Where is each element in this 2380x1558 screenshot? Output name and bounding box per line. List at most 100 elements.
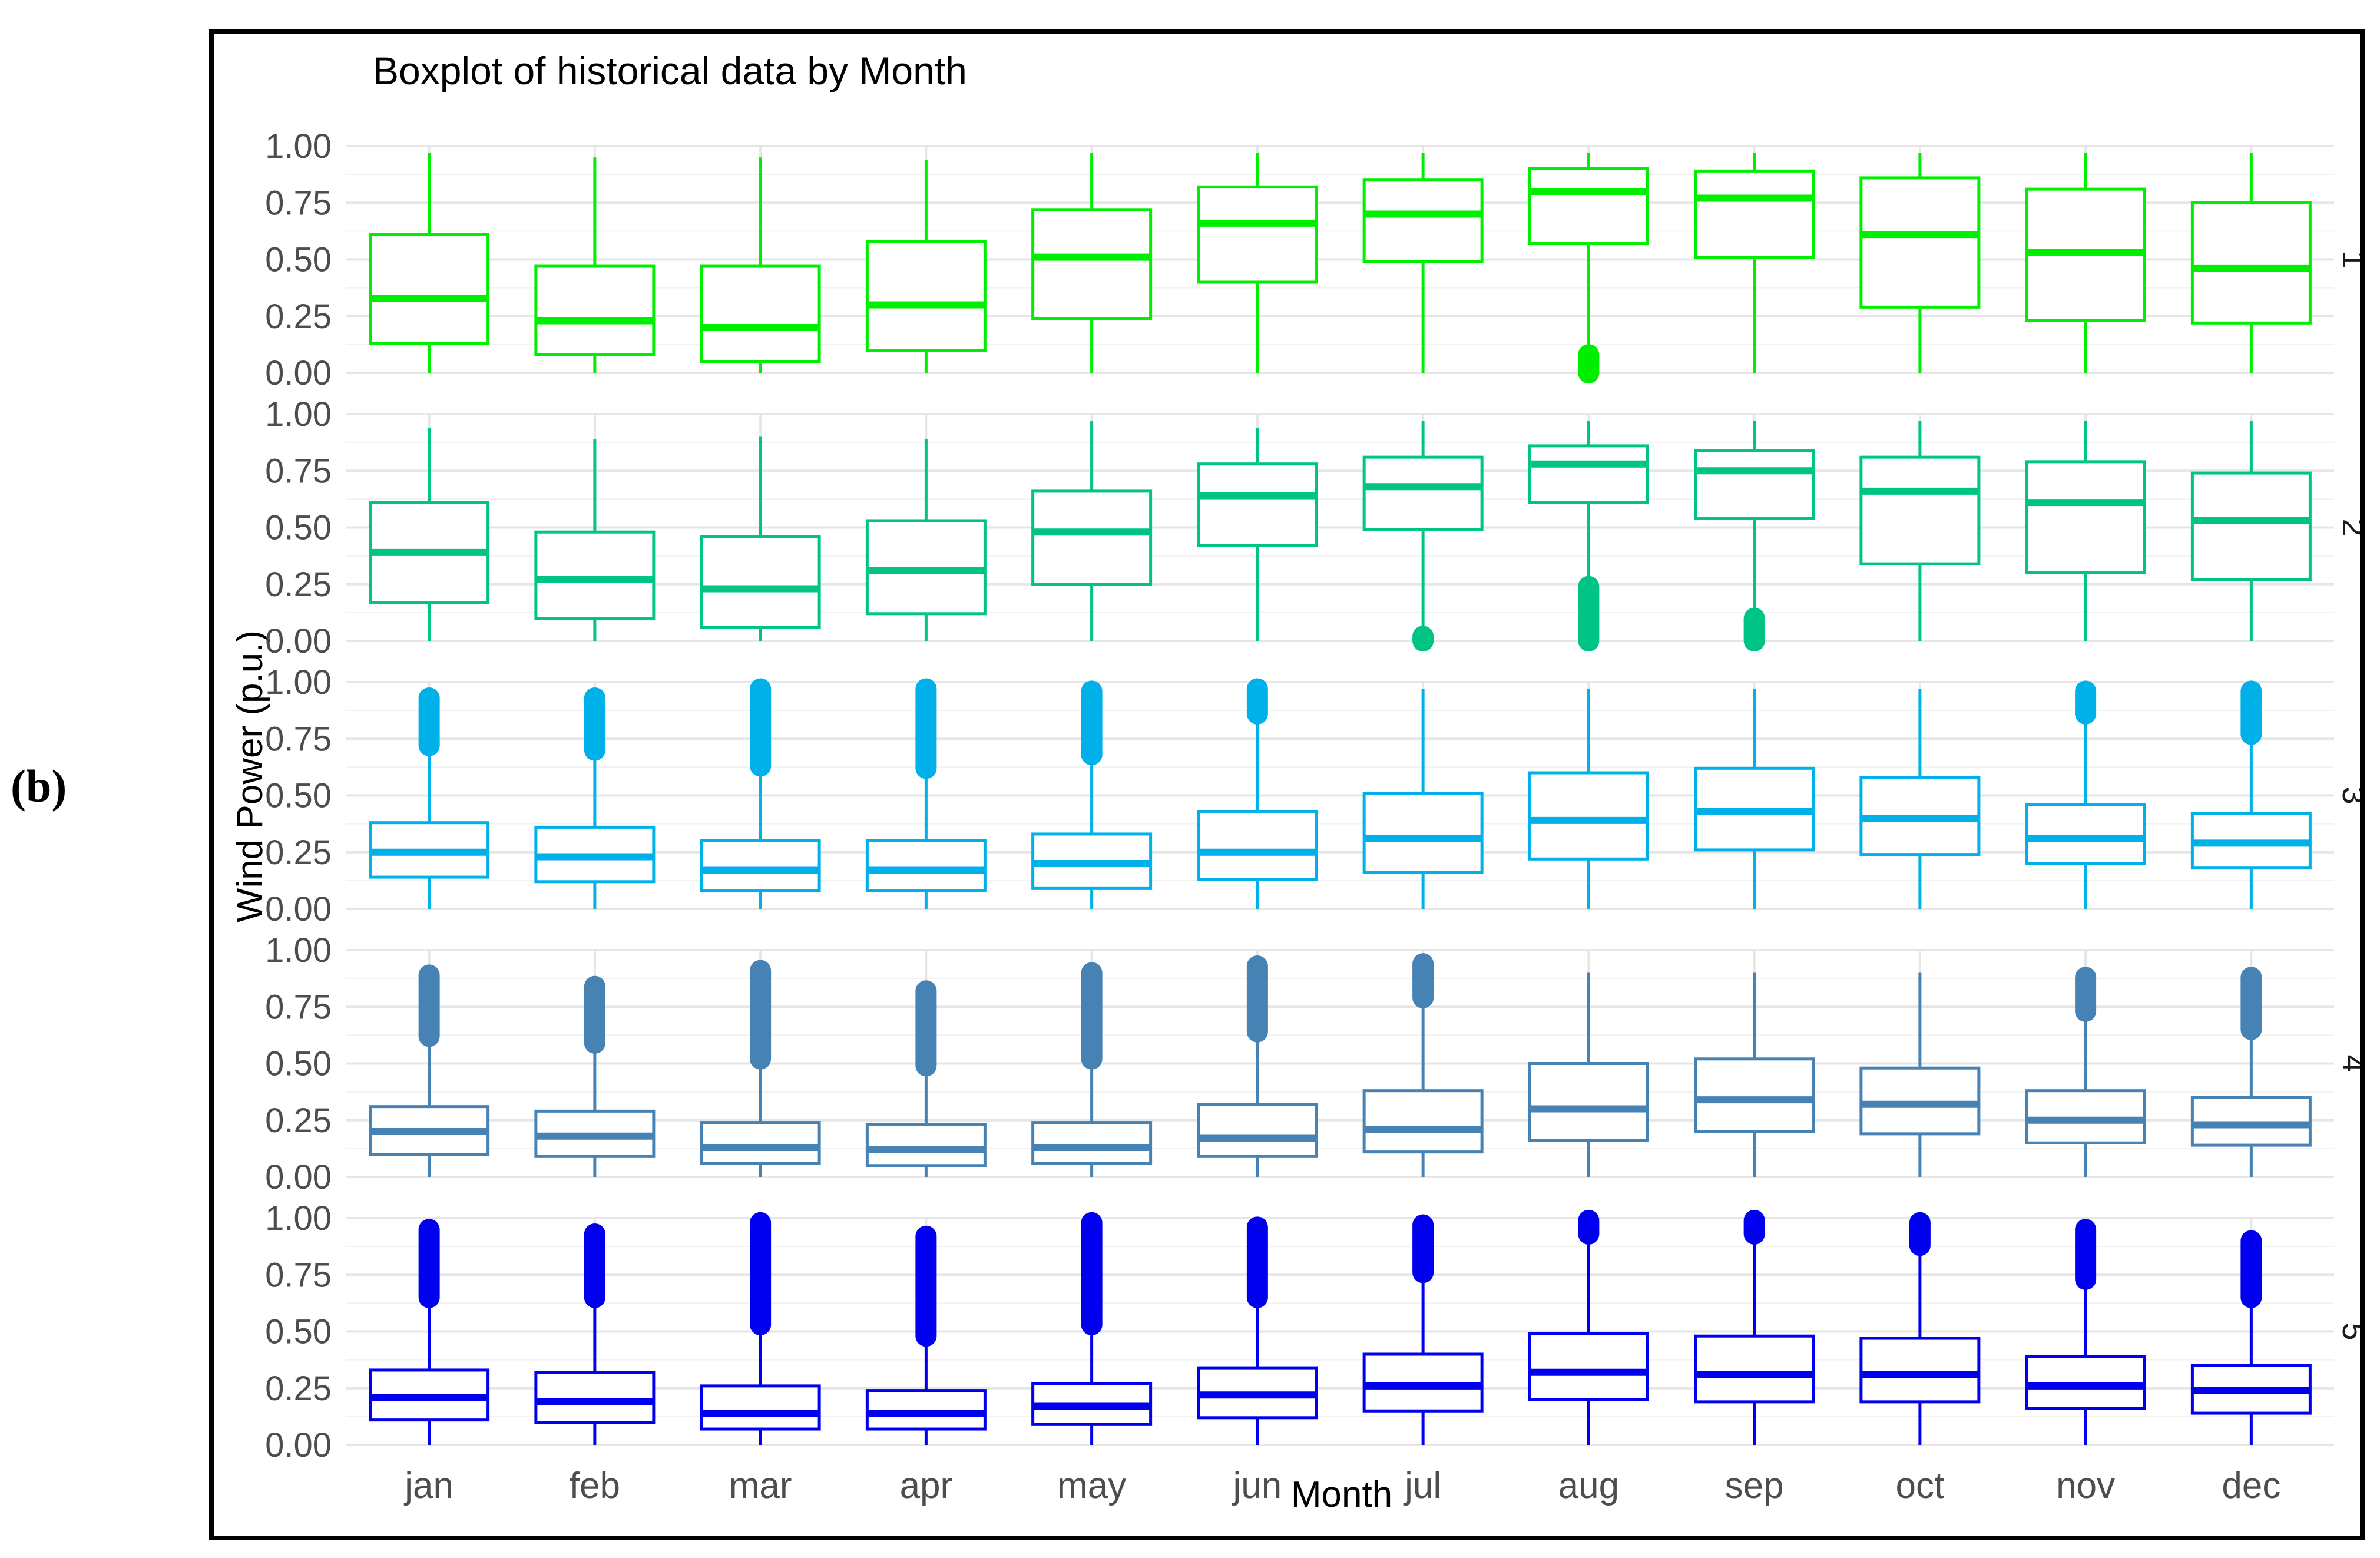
boxplot-box	[1528, 153, 1649, 383]
x-tick-label: aug	[1558, 1466, 1619, 1506]
box-iqr	[700, 1121, 821, 1165]
boxplot-box	[865, 1225, 987, 1445]
chart-title: Boxplot of historical data by Month	[373, 49, 967, 92]
boxplot-box	[1031, 153, 1153, 373]
box-iqr	[534, 530, 656, 620]
boxplot-box	[369, 428, 490, 641]
y-tick-label: 0.50	[265, 1313, 332, 1351]
boxplot-box	[1197, 153, 1318, 373]
y-tick-label: 0.25	[265, 297, 332, 336]
boxplot-box	[1528, 689, 1649, 909]
box-iqr	[1694, 1057, 1815, 1133]
y-tick-label: 0.75	[265, 988, 332, 1026]
y-tick-label: 0.50	[265, 777, 332, 815]
boxplot-box	[2025, 1219, 2146, 1445]
boxplot-box	[1694, 153, 1815, 373]
marks-layer	[369, 153, 2312, 1445]
y-tick-label: 0.50	[265, 241, 332, 279]
y-tick-label: 0.75	[265, 1256, 332, 1294]
boxplot-box	[1362, 953, 1484, 1177]
y-tick-label: 0.50	[265, 509, 332, 547]
x-tick-label: apr	[900, 1466, 953, 1506]
x-tick-label: jan	[403, 1466, 454, 1506]
boxplot-box	[2025, 680, 2146, 909]
y-tick-label: 1.00	[265, 931, 332, 970]
boxplot-box	[700, 960, 821, 1177]
boxplot-box	[1859, 689, 1981, 909]
boxplot-box	[1859, 1212, 1981, 1445]
x-tick-label: jul	[1403, 1466, 1441, 1506]
boxplot-box	[1528, 1209, 1649, 1445]
boxplot-box	[1031, 962, 1153, 1177]
boxplot-box	[1031, 680, 1153, 909]
x-tick-label: nov	[2056, 1466, 2115, 1506]
boxplot-box	[534, 1223, 656, 1445]
x-tick-label: may	[1057, 1466, 1126, 1506]
x-tick-label: oct	[1896, 1466, 1945, 1506]
boxplot-box	[2190, 421, 2312, 641]
boxplot-box	[2025, 967, 2146, 1177]
y-tick-label: 0.25	[265, 1370, 332, 1408]
box-iqr	[534, 264, 656, 356]
boxplot-box	[534, 439, 656, 641]
box-iqr	[1859, 1337, 1981, 1404]
box-iqr	[2025, 460, 2146, 574]
y-tick-label: 0.25	[265, 565, 332, 604]
box-iqr	[865, 1123, 987, 1167]
y-tick-label: 1.00	[265, 1199, 332, 1238]
boxplot-box	[700, 1212, 821, 1445]
facet-strip-label: 5	[2336, 1322, 2360, 1340]
facet-strip-label: 2	[2336, 518, 2360, 536]
box-iqr	[369, 233, 490, 345]
x-tick-label: sep	[1725, 1466, 1784, 1506]
boxplot-box	[1197, 678, 1318, 909]
y-tick-label: 0.25	[265, 833, 332, 872]
box-iqr	[2190, 471, 2312, 581]
boxplot-box	[1031, 1212, 1153, 1445]
boxplot-box	[700, 436, 821, 641]
box-iqr	[700, 264, 821, 363]
x-axis-label: Month	[1291, 1474, 1392, 1515]
boxplot-box	[534, 975, 656, 1177]
box-iqr	[1362, 178, 1484, 263]
box-iqr	[865, 839, 987, 892]
boxplot-box	[369, 687, 490, 909]
y-tick-label: 0.00	[265, 354, 332, 392]
boxplot-box	[2025, 153, 2146, 373]
boxplot-box	[1528, 421, 1649, 651]
box-iqr	[534, 1371, 656, 1424]
y-tick-label: 0.00	[265, 1158, 332, 1196]
box-iqr	[2025, 803, 2146, 865]
box-iqr	[1362, 455, 1484, 531]
boxplot-box	[2025, 421, 2146, 641]
boxplot-box	[369, 1219, 490, 1445]
y-tick-label: 0.75	[265, 184, 332, 222]
box-iqr	[1197, 1103, 1318, 1158]
y-tick-label: 0.25	[265, 1101, 332, 1140]
box-iqr	[700, 839, 821, 892]
box-iqr	[1694, 449, 1815, 520]
box-iqr	[1859, 455, 1981, 565]
box-iqr	[1694, 169, 1815, 259]
y-tick-label: 0.00	[265, 890, 332, 928]
boxplot-box	[865, 439, 987, 641]
box-iqr	[1859, 176, 1981, 309]
boxplot-box	[865, 160, 987, 373]
boxplot-box	[369, 964, 490, 1177]
box-iqr	[700, 535, 821, 629]
boxplot-box	[1694, 421, 1815, 651]
figure-frame: Boxplot of historical data by Month Mont…	[209, 29, 2365, 1540]
y-tick-label: 0.50	[265, 1045, 332, 1083]
boxplot-box	[700, 157, 821, 373]
box-iqr	[1031, 1121, 1153, 1165]
panel-label: (b)	[11, 760, 67, 813]
boxplot-box	[369, 153, 490, 373]
box-iqr	[1197, 185, 1318, 284]
boxplot-box	[865, 678, 987, 909]
boxplot-box	[2190, 680, 2312, 909]
x-tick-label: mar	[729, 1466, 792, 1506]
facet-strip-label: 1	[2336, 250, 2360, 268]
x-tick-label: feb	[570, 1466, 620, 1506]
box-iqr	[1362, 792, 1484, 874]
boxplot-box	[1031, 421, 1153, 641]
